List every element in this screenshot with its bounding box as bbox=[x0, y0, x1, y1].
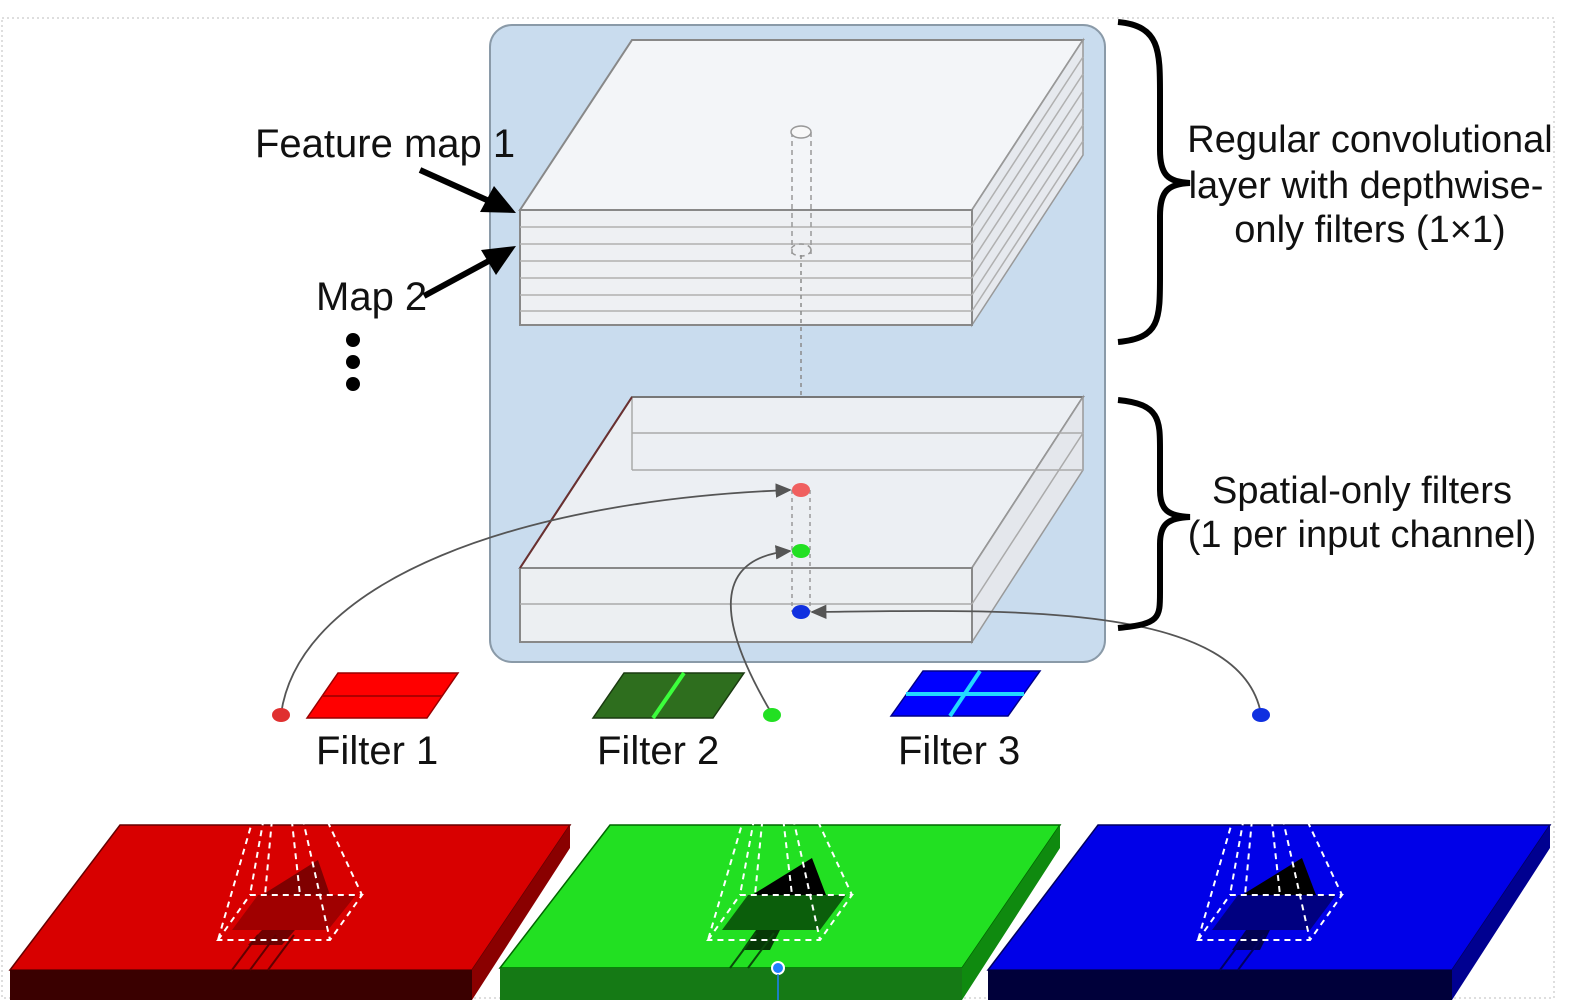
depthwise-output-dot-blue bbox=[792, 605, 810, 619]
filter-1-label: Filter 1 bbox=[316, 729, 438, 773]
image-frame bbox=[1, 17, 1555, 999]
arrow-icon bbox=[422, 246, 516, 299]
filter-3-kernel bbox=[889, 669, 1042, 718]
filter3-connection-curve bbox=[810, 604, 1262, 715]
selection-handle-icon bbox=[771, 961, 785, 975]
depthwise-output-dot-green bbox=[792, 544, 810, 558]
pointwise-output-block bbox=[518, 37, 1085, 328]
filter1-connection-curve bbox=[280, 483, 792, 715]
filter-1-kernel bbox=[305, 672, 460, 719]
input-channel-green bbox=[498, 708, 1062, 1000]
spatial-filters-label-line2: (1 per input channel) bbox=[1188, 514, 1537, 556]
regular-layer-label-line2: layer with depthwise- bbox=[1189, 165, 1544, 207]
filter2-connection-curve bbox=[730, 545, 792, 715]
vertical-ellipsis-icon bbox=[346, 333, 360, 391]
filter-2-label: Filter 2 bbox=[597, 729, 719, 773]
spatial-filters-label-line1: Spatial-only filters bbox=[1212, 470, 1512, 512]
filter-2-kernel bbox=[591, 671, 746, 720]
input-channel-blue bbox=[986, 708, 1552, 1000]
curly-brace-icon bbox=[1117, 19, 1191, 345]
filter-3-output-dot bbox=[1252, 708, 1270, 722]
arrow-icon bbox=[418, 167, 516, 213]
depthwise-output-dot-red bbox=[792, 483, 810, 497]
regular-layer-label-line1: Regular convolutional bbox=[1187, 119, 1552, 161]
map-2-label: Map 2 bbox=[316, 275, 427, 319]
regular-layer-label-line3: only filters (1×1) bbox=[1234, 209, 1505, 251]
input-channel-red bbox=[8, 708, 572, 1000]
filter-3-label: Filter 3 bbox=[898, 729, 1020, 773]
filter-1-output-dot bbox=[272, 708, 290, 722]
curly-brace-icon bbox=[1117, 397, 1191, 631]
filter-2-output-dot bbox=[763, 708, 781, 722]
feature-map-1-label: Feature map 1 bbox=[255, 122, 515, 166]
